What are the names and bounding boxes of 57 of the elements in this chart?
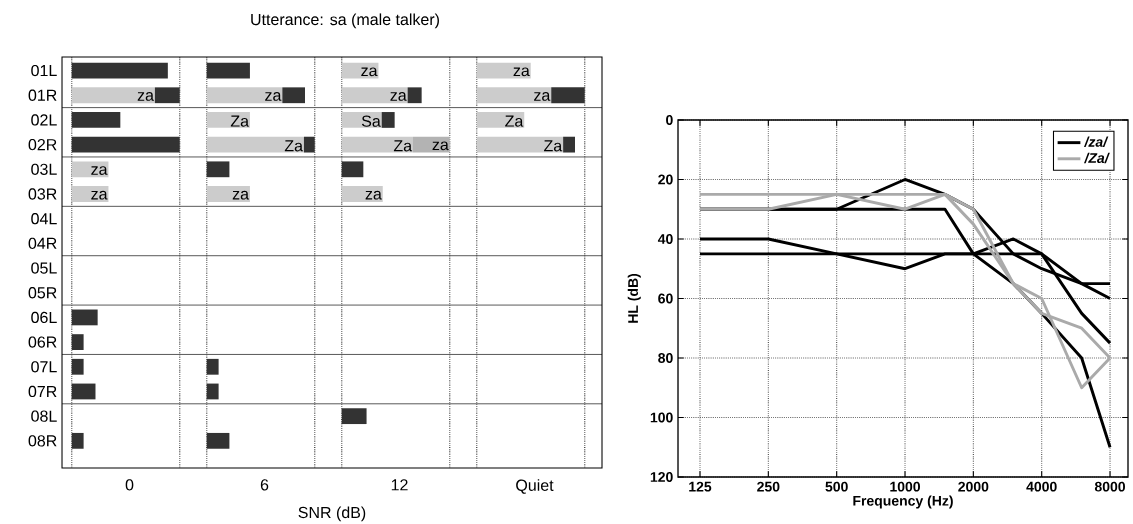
y-tick-label: 04R bbox=[28, 237, 57, 250]
annotation: za bbox=[265, 92, 282, 101]
x-axis-title: 0 bbox=[125, 479, 134, 491]
y-tick-label: 05L bbox=[31, 262, 57, 274]
y-tick-label: 06L bbox=[31, 311, 57, 324]
annotation: Za bbox=[393, 140, 413, 152]
x-tick-label: 125 bbox=[689, 481, 712, 492]
x-tick-label: 500 bbox=[825, 481, 848, 492]
annotation: za bbox=[91, 166, 108, 175]
x-axis-title: 6 bbox=[260, 479, 269, 491]
annotation: za bbox=[91, 190, 108, 200]
y-tick-label: 07L bbox=[31, 361, 57, 373]
y-tick-label: 02R bbox=[28, 138, 57, 151]
y-tick-label: 08R bbox=[28, 435, 57, 447]
y-axis-title: HL (dB) bbox=[627, 273, 641, 323]
annotation: Sa bbox=[361, 115, 381, 127]
x-tick-label: 8000 bbox=[1094, 481, 1126, 492]
y-tick-label: 20 bbox=[658, 174, 673, 185]
y-tick-label: 120 bbox=[650, 472, 673, 482]
annotation: za bbox=[390, 92, 407, 101]
annotation: Za bbox=[544, 140, 563, 152]
x-axis-title: Frequency (Hz) bbox=[853, 495, 953, 509]
chart-title: Utterance: sa (male talker) bbox=[251, 13, 439, 29]
annotation: Za bbox=[505, 115, 524, 127]
y-tick-label: 60 bbox=[658, 293, 673, 304]
annotation: Za bbox=[230, 115, 249, 127]
y-tick-label: 0 bbox=[666, 115, 673, 125]
annotation: za bbox=[365, 190, 382, 200]
y-tick-label: 01R bbox=[28, 89, 57, 101]
annotation: za bbox=[137, 92, 154, 101]
x-tick-label: 4000 bbox=[1026, 481, 1057, 492]
annotation: za bbox=[232, 190, 249, 200]
y-tick-label: 02L bbox=[31, 114, 57, 126]
y-tick-label: 100 bbox=[650, 412, 673, 423]
y-tick-label: 07R bbox=[28, 385, 57, 398]
x-tick-label: 250 bbox=[757, 481, 780, 492]
text: SNR (dB) bbox=[298, 506, 366, 522]
y-tick-label: 05R bbox=[28, 287, 57, 299]
legend-label: /za/ bbox=[1084, 136, 1109, 147]
x-tick-label: 2000 bbox=[958, 481, 989, 492]
legend-label: /Za/ bbox=[1084, 152, 1110, 164]
y-tick-label: 03L bbox=[31, 163, 57, 175]
y-tick-label: 06R bbox=[28, 336, 57, 348]
annotation: za bbox=[432, 141, 449, 151]
x-axis-title: 12 bbox=[391, 479, 408, 491]
annotation: za bbox=[534, 92, 551, 101]
annotation: za bbox=[361, 67, 378, 77]
annotation: Za bbox=[284, 140, 303, 152]
x-tick-label: 1000 bbox=[890, 481, 921, 492]
annotation: za bbox=[513, 67, 530, 77]
y-tick-label: 03R bbox=[28, 188, 57, 200]
y-tick-label: 01L bbox=[31, 64, 57, 77]
x-axis-title: Quiet bbox=[516, 479, 554, 494]
y-tick-label: 80 bbox=[658, 353, 673, 363]
y-tick-label: 08L bbox=[31, 410, 57, 422]
y-tick-label: 04L bbox=[31, 213, 57, 225]
y-tick-label: 40 bbox=[657, 234, 673, 244]
